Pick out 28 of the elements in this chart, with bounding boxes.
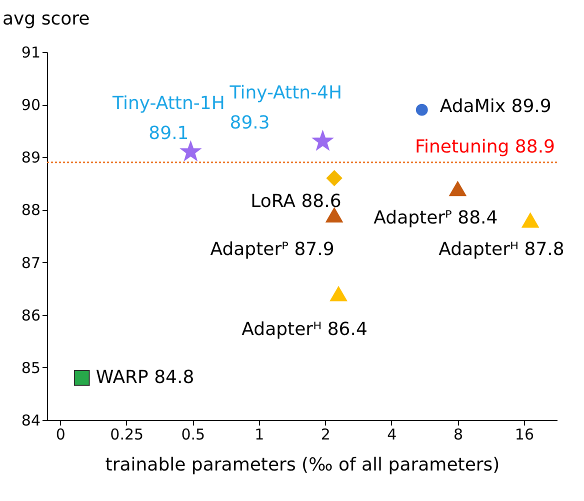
y-tick-label: 87 — [21, 254, 40, 272]
annotation: AdaMix 89.9 — [440, 96, 552, 117]
y-tick-label: 88 — [21, 201, 40, 220]
x-tick-label: 1 — [254, 426, 264, 444]
y-tick-label: 90 — [21, 96, 40, 114]
x-tick-label: 0.5 — [181, 426, 206, 444]
y-tick-label: 89 — [21, 148, 40, 167]
y-tick-label: 91 — [21, 44, 40, 62]
y-tick-label: 84 — [21, 412, 40, 430]
annotation: Tiny-Attn-1H 89.1 — [112, 92, 225, 144]
x-tick-label: 8 — [453, 426, 463, 444]
x-axis-title: trainable parameters (‰ of all parameters) — [105, 454, 500, 476]
x-tick-label: 16 — [514, 426, 534, 444]
annotation: Tiny-Attn-4H 89.3 — [228, 82, 342, 134]
annotation: WARP 84.8 — [96, 366, 194, 388]
annotation: Adapterᴾ 88.4 — [374, 208, 498, 229]
ref-line-label: Finetuning 88.9 — [414, 136, 555, 158]
annotation: Adapterᴾ 87.9 — [210, 238, 334, 260]
x-tick-label: 0.25 — [110, 426, 144, 444]
annotation: Adapterᴴ 87.8 — [438, 239, 564, 260]
y-tick-label: 85 — [21, 358, 40, 377]
x-tick-label: 4 — [387, 426, 397, 444]
annotation: Adapterᴴ 86.4 — [242, 318, 368, 340]
x-tick-label: 2 — [320, 426, 330, 444]
x-tick-label: 0 — [56, 426, 66, 444]
annotation: LoRA 88.6 — [250, 191, 342, 212]
y-tick-label: 86 — [21, 306, 40, 324]
y-axis-title: avg score — [2, 8, 90, 30]
